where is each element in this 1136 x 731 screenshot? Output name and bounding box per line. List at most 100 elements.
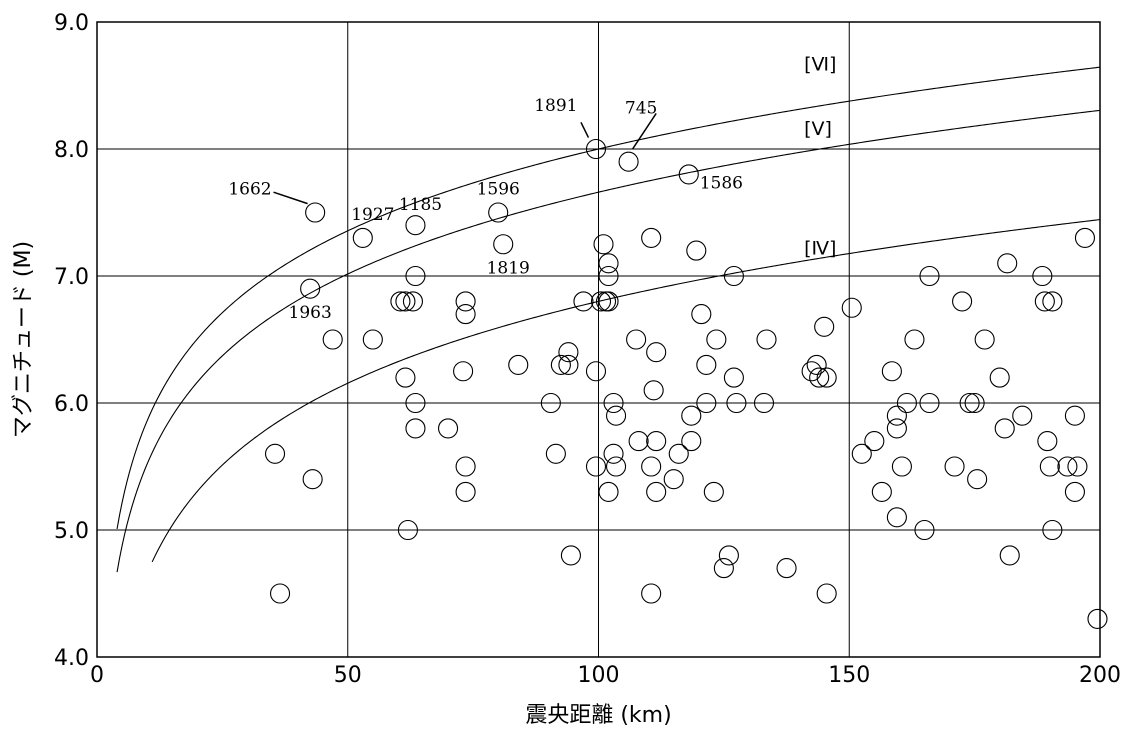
data-point (269, 583, 291, 604)
data-point (1067, 456, 1088, 477)
y-tick-label: 7.0 (54, 265, 89, 290)
data-point (590, 291, 612, 312)
data-point (493, 234, 514, 255)
data-point (809, 367, 830, 388)
data-point (776, 558, 797, 579)
data-point (395, 367, 416, 388)
data-point (558, 342, 579, 363)
data-point (1034, 291, 1055, 312)
annotation-label: 1891 (534, 96, 577, 116)
data-point (1087, 608, 1108, 629)
data-point (1037, 431, 1058, 452)
intensity-curve (151, 219, 1101, 563)
data-point (585, 361, 607, 382)
x-tick-label: 50 (334, 663, 362, 688)
data-point (691, 304, 712, 325)
data-point (395, 291, 416, 312)
data-point (362, 329, 383, 350)
intensity-curve (116, 109, 1101, 573)
data-point (606, 405, 627, 426)
annotation-label: 1185 (399, 195, 442, 215)
data-point (681, 431, 702, 452)
data-point (663, 469, 684, 490)
annotation-leader (273, 191, 308, 205)
data-point (397, 519, 418, 541)
data-point (871, 481, 892, 502)
annotation-label: 1662 (228, 180, 271, 200)
data-point (801, 361, 822, 382)
data-point (723, 265, 744, 287)
data-point (756, 329, 777, 350)
data-point (1064, 481, 1085, 502)
data-point (989, 367, 1010, 388)
data-point (718, 545, 739, 566)
data-point (453, 361, 474, 382)
curve-label: [Ⅴ] (804, 118, 832, 140)
data-point (540, 392, 561, 414)
data-point (626, 329, 647, 350)
annotation-label: 1963 (289, 303, 332, 323)
data-point (603, 392, 624, 414)
data-point (814, 316, 835, 337)
x-tick-label: 0 (90, 663, 104, 688)
data-point (681, 405, 702, 426)
x-tick-label: 200 (1079, 663, 1121, 688)
data-point (914, 519, 935, 541)
data-point (618, 151, 639, 172)
data-point (1039, 456, 1060, 477)
data-point (264, 443, 286, 464)
data-point (455, 481, 476, 502)
data-point (455, 456, 476, 477)
data-point (598, 481, 619, 502)
data-point (864, 431, 885, 452)
data-point (974, 329, 995, 350)
x-axis-label: 震央距離 (km) (525, 703, 671, 728)
data-point (405, 215, 426, 236)
data-point (300, 278, 321, 299)
data-point (994, 418, 1015, 439)
data-point (999, 545, 1020, 566)
data-point (1074, 227, 1096, 248)
data-point (352, 227, 373, 248)
data-point (405, 392, 426, 414)
y-tick-label: 5.0 (54, 519, 89, 544)
data-point (598, 265, 619, 287)
data-point (886, 418, 907, 439)
data-point (560, 545, 581, 566)
annotation-label: 1927 (351, 205, 394, 225)
data-point (455, 291, 476, 312)
data-point (886, 405, 907, 426)
data-point (919, 265, 940, 287)
data-points (264, 138, 1108, 629)
tick-labels: 0 50 100 150 200 4.0 5.0 6.0 7.0 8.0 9.0 (54, 11, 1121, 688)
data-point (1042, 291, 1063, 312)
data-point (1057, 456, 1078, 477)
data-point (598, 253, 619, 274)
data-point (585, 138, 607, 160)
data-point (628, 431, 649, 452)
data-point (891, 456, 912, 477)
data-point (455, 304, 476, 325)
annotation-leader (580, 121, 590, 138)
data-point (603, 443, 624, 464)
data-point (959, 392, 980, 414)
data-point (646, 431, 667, 452)
data-point (668, 443, 689, 464)
annotation-label: 1586 (700, 173, 743, 193)
data-point (886, 507, 907, 528)
data-point (964, 392, 985, 414)
data-point (322, 329, 343, 350)
data-point (646, 342, 667, 363)
curve-label: [Ⅵ] (804, 53, 836, 75)
annotation-label: 745 (625, 98, 657, 118)
data-point (1012, 405, 1033, 426)
data-point (726, 392, 747, 414)
data-point (1064, 405, 1085, 426)
data-point (703, 481, 724, 502)
data-point (1042, 519, 1063, 541)
data-point (686, 240, 707, 261)
intensity-curve (116, 66, 1101, 530)
data-point (405, 265, 426, 287)
data-point (896, 392, 917, 414)
